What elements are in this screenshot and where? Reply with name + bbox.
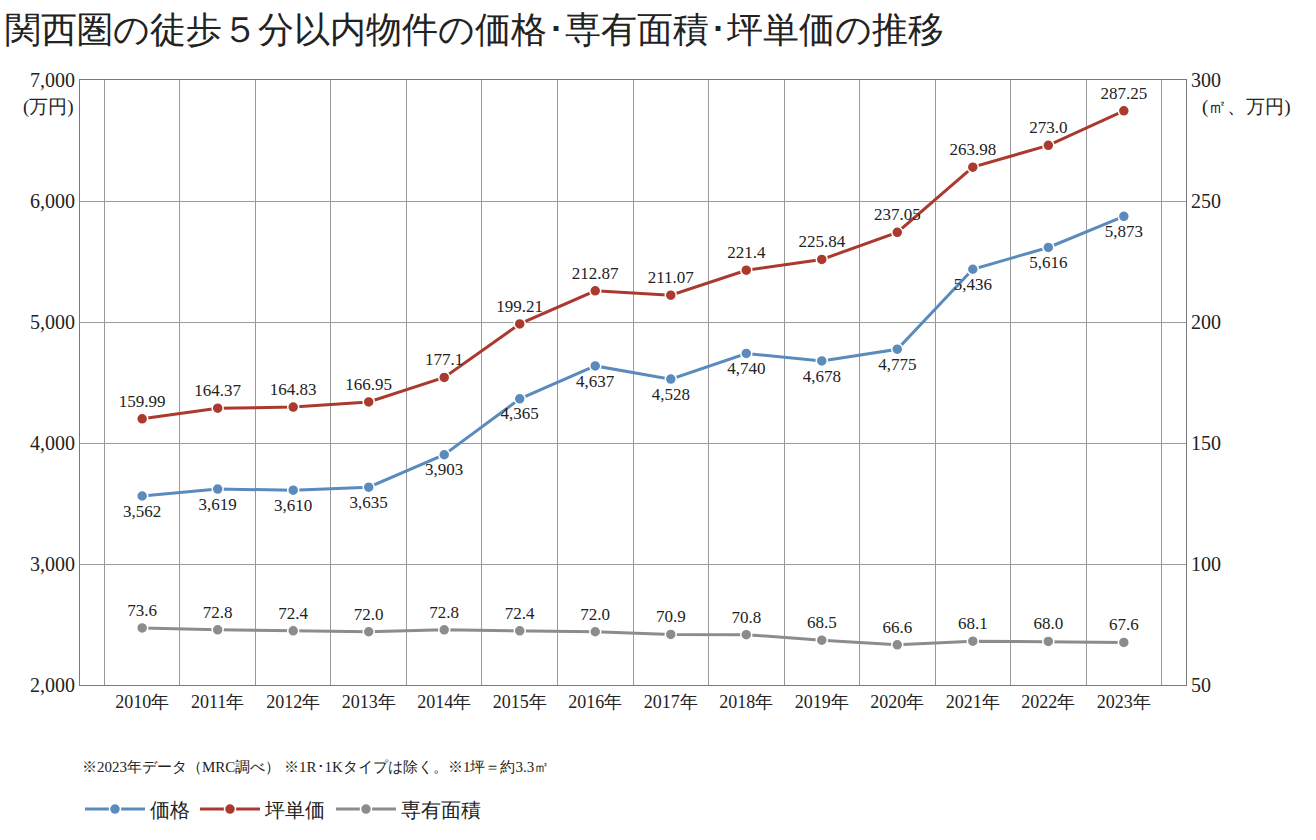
svg-text:211.07: 211.07 bbox=[648, 268, 695, 287]
svg-text:4,365: 4,365 bbox=[501, 404, 539, 423]
svg-text:70.8: 70.8 bbox=[731, 608, 761, 627]
svg-text:250: 250 bbox=[1191, 190, 1221, 212]
svg-text:70.9: 70.9 bbox=[656, 607, 686, 626]
svg-text:坪単価: 坪単価 bbox=[264, 799, 325, 821]
svg-text:4,740: 4,740 bbox=[727, 359, 765, 378]
svg-text:50: 50 bbox=[1191, 674, 1211, 696]
svg-text:2012年: 2012年 bbox=[266, 692, 320, 712]
svg-text:2022年: 2022年 bbox=[1021, 692, 1075, 712]
svg-text:3,635: 3,635 bbox=[350, 493, 388, 512]
svg-text:166.95: 166.95 bbox=[345, 375, 392, 394]
svg-text:(㎡、万円): (㎡、万円) bbox=[1202, 96, 1291, 118]
svg-text:150: 150 bbox=[1191, 432, 1221, 454]
svg-text:4,775: 4,775 bbox=[878, 355, 916, 374]
svg-text:72.0: 72.0 bbox=[580, 605, 610, 624]
svg-text:2020年: 2020年 bbox=[870, 692, 924, 712]
svg-text:4,637: 4,637 bbox=[576, 372, 615, 391]
svg-text:3,619: 3,619 bbox=[199, 495, 237, 514]
svg-text:225.84: 225.84 bbox=[798, 232, 845, 251]
svg-text:72.4: 72.4 bbox=[278, 604, 308, 623]
svg-text:237.05: 237.05 bbox=[874, 205, 921, 224]
svg-text:7,000: 7,000 bbox=[30, 69, 75, 91]
svg-text:3,903: 3,903 bbox=[425, 460, 463, 479]
svg-text:164.37: 164.37 bbox=[194, 381, 241, 400]
svg-text:2016年: 2016年 bbox=[568, 692, 622, 712]
svg-text:68.5: 68.5 bbox=[807, 613, 837, 632]
svg-text:(万円): (万円) bbox=[23, 96, 74, 118]
svg-text:2011年: 2011年 bbox=[191, 692, 244, 712]
svg-text:73.6: 73.6 bbox=[127, 601, 157, 620]
svg-text:72.8: 72.8 bbox=[429, 603, 459, 622]
svg-text:100: 100 bbox=[1191, 553, 1221, 575]
svg-text:221.4: 221.4 bbox=[727, 243, 766, 262]
svg-text:2014年: 2014年 bbox=[417, 692, 471, 712]
svg-text:2010年: 2010年 bbox=[115, 692, 169, 712]
svg-text:4,000: 4,000 bbox=[30, 432, 75, 454]
svg-text:4,678: 4,678 bbox=[803, 367, 841, 386]
svg-text:199.21: 199.21 bbox=[496, 297, 543, 316]
svg-text:※2023年データ（MRC調べ） ※1R･1Kタイプは除く。: ※2023年データ（MRC調べ） ※1R･1Kタイプは除く。※1坪＝約3.3㎡ bbox=[82, 759, 549, 775]
svg-text:2023年: 2023年 bbox=[1097, 692, 1151, 712]
svg-text:2017年: 2017年 bbox=[644, 692, 698, 712]
svg-text:3,000: 3,000 bbox=[30, 553, 75, 575]
svg-text:212.87: 212.87 bbox=[572, 264, 619, 283]
svg-text:2019年: 2019年 bbox=[795, 692, 849, 712]
svg-text:72.4: 72.4 bbox=[505, 604, 535, 623]
svg-text:専有面積: 専有面積 bbox=[401, 799, 481, 821]
svg-text:価格: 価格 bbox=[150, 799, 190, 821]
svg-text:4,528: 4,528 bbox=[652, 385, 690, 404]
svg-text:3,610: 3,610 bbox=[274, 496, 312, 515]
svg-text:5,873: 5,873 bbox=[1105, 222, 1143, 241]
svg-text:159.99: 159.99 bbox=[119, 392, 166, 411]
svg-text:5,616: 5,616 bbox=[1029, 253, 1067, 272]
svg-text:164.83: 164.83 bbox=[270, 380, 317, 399]
svg-text:200: 200 bbox=[1191, 311, 1221, 333]
svg-text:68.1: 68.1 bbox=[958, 614, 988, 633]
svg-text:関西圏の徒歩５分以内物件の価格･専有面積･坪単価の推移: 関西圏の徒歩５分以内物件の価格･専有面積･坪単価の推移 bbox=[5, 10, 944, 50]
svg-text:2015年: 2015年 bbox=[493, 692, 547, 712]
svg-text:2018年: 2018年 bbox=[719, 692, 773, 712]
svg-text:3,562: 3,562 bbox=[123, 502, 161, 521]
svg-text:287.25: 287.25 bbox=[1100, 84, 1147, 103]
svg-text:5,436: 5,436 bbox=[954, 275, 992, 294]
svg-text:177.1: 177.1 bbox=[425, 350, 463, 369]
svg-text:5,000: 5,000 bbox=[30, 311, 75, 333]
svg-text:2013年: 2013年 bbox=[342, 692, 396, 712]
svg-text:2021年: 2021年 bbox=[946, 692, 1000, 712]
svg-text:6,000: 6,000 bbox=[30, 190, 75, 212]
svg-text:2,000: 2,000 bbox=[30, 674, 75, 696]
svg-text:66.6: 66.6 bbox=[882, 618, 912, 637]
svg-text:68.0: 68.0 bbox=[1033, 614, 1063, 633]
svg-text:273.0: 273.0 bbox=[1029, 118, 1067, 137]
svg-text:72.0: 72.0 bbox=[354, 605, 384, 624]
svg-text:67.6: 67.6 bbox=[1109, 615, 1139, 634]
svg-text:72.8: 72.8 bbox=[203, 603, 233, 622]
svg-text:300: 300 bbox=[1191, 69, 1221, 91]
svg-text:263.98: 263.98 bbox=[949, 140, 996, 159]
